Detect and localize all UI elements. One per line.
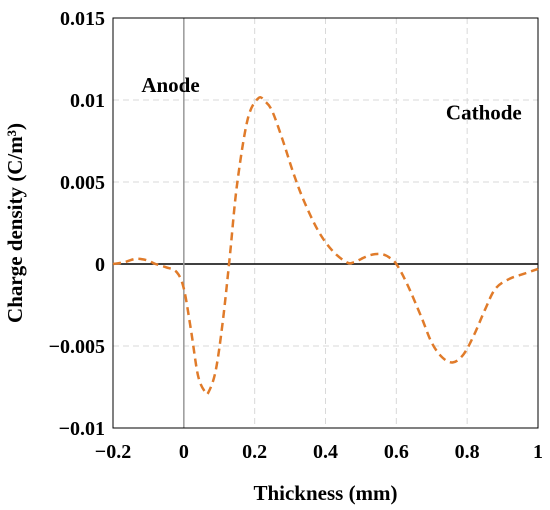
y-tick-label-2: 0 (95, 254, 105, 276)
x-axis-label: Thickness (mm) (253, 481, 397, 505)
y-tick-label-3: 0.005 (60, 172, 105, 194)
annotation-cathode: Cathode (446, 101, 522, 125)
x-tick-labels: −0.2 0 0.2 0.4 0.6 0.8 1 (95, 441, 543, 463)
x-tick-label-4: 0.6 (384, 441, 409, 463)
y-tick-label-1: −0.005 (49, 336, 105, 358)
y-axis-label: Charge density (C/m³) (3, 123, 27, 323)
annotations: Anode Cathode (141, 73, 521, 125)
x-tick-label-5: 0.8 (455, 441, 480, 463)
x-tick-label-3: 0.4 (313, 441, 338, 463)
y-tick-label-0: −0.01 (59, 418, 105, 440)
y-tick-label-4: 0.01 (70, 90, 105, 112)
y-tick-label-5: 0.015 (60, 8, 105, 30)
x-tick-label-2: 0.2 (242, 441, 267, 463)
x-tick-label-6: 1 (533, 441, 543, 463)
y-tick-labels: −0.01 −0.005 0 0.005 0.01 0.015 (49, 8, 105, 440)
x-tick-label-0: −0.2 (95, 441, 131, 463)
plot-frame (112, 17, 539, 429)
annotation-anode: Anode (141, 73, 199, 97)
x-tick-label-1: 0 (179, 441, 189, 463)
